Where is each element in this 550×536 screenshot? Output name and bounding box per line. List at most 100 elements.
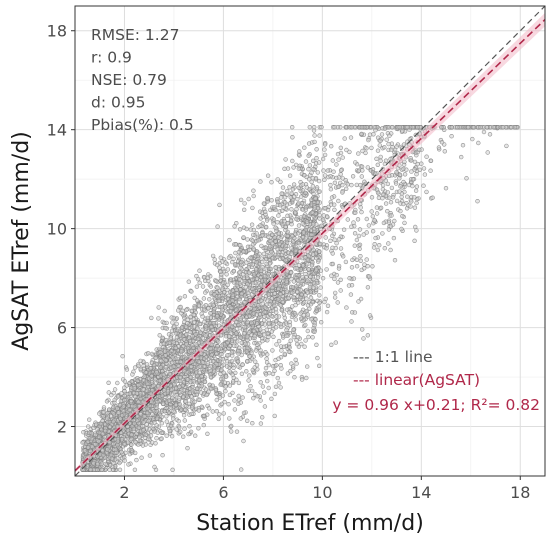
scatter-point: [353, 210, 358, 215]
scatter-point: [404, 167, 409, 172]
scatter-point: [328, 187, 334, 192]
scatter-point: [196, 359, 202, 364]
scatter-point: [133, 440, 138, 445]
scatter-point: [385, 209, 390, 214]
scatter-point: [298, 287, 303, 293]
scatter-point: [317, 249, 322, 254]
scatter-point: [298, 215, 304, 220]
scatter-point: [142, 374, 147, 379]
scatter-point: [275, 177, 280, 182]
scatter-point: [178, 375, 183, 380]
scatter-point: [324, 267, 329, 272]
scatter-point: [365, 333, 370, 338]
scatter-point: [296, 166, 302, 171]
scatter-point: [97, 411, 102, 416]
scatter-point: [170, 355, 175, 360]
scatter-point: [177, 396, 182, 401]
scatter-point: [312, 226, 317, 232]
scatter-point: [232, 407, 238, 412]
scatter-point: [289, 207, 294, 212]
scatter-point: [115, 442, 120, 448]
scatter-point: [289, 251, 294, 256]
scatter-point: [140, 443, 146, 448]
scatter-point: [101, 405, 107, 410]
scatter-point: [336, 263, 342, 269]
scatter-point: [314, 147, 319, 152]
scatter-point: [107, 467, 112, 472]
scatter-point: [257, 331, 262, 336]
scatter-point: [279, 307, 284, 313]
scatter-point: [273, 239, 278, 244]
scatter-point: [487, 132, 493, 137]
scatter-point: [408, 156, 413, 161]
scatter-point: [325, 168, 331, 173]
scatter-point: [312, 320, 317, 326]
scatter-point: [367, 274, 372, 279]
scatter-point: [345, 182, 350, 187]
scatter-point: [183, 399, 189, 404]
scatter-point: [305, 364, 310, 369]
scatter-point: [329, 144, 334, 149]
scatter-point: [220, 259, 225, 264]
scatter-point: [258, 398, 263, 403]
scatter-point: [164, 419, 170, 424]
scatter-point: [362, 266, 367, 271]
scatter-point: [442, 149, 447, 154]
scatter-point: [374, 156, 379, 162]
scatter-point: [170, 320, 175, 325]
scatter-point: [378, 154, 383, 160]
scatter-point: [296, 300, 301, 305]
scatter-point: [485, 150, 490, 155]
scatter-point: [291, 334, 297, 340]
scatter-point: [377, 243, 382, 248]
scatter-point: [269, 180, 274, 185]
scatter-point: [288, 338, 293, 343]
scatter-point: [311, 285, 317, 291]
scatter-point: [310, 300, 315, 305]
scatter-point: [419, 161, 424, 166]
scatter-point: [90, 444, 95, 449]
scatter-point: [265, 195, 270, 201]
scatter-point: [266, 334, 271, 339]
scatter-point: [267, 312, 273, 317]
scatter-point: [188, 386, 193, 391]
scatter-point: [234, 287, 239, 292]
scatter-point: [272, 391, 278, 397]
scatter-point: [263, 365, 269, 371]
scatter-point: [251, 272, 257, 277]
scatter-point: [172, 324, 177, 329]
scatter-point: [160, 335, 165, 340]
scatter-point: [476, 140, 481, 146]
scatter-point: [299, 292, 304, 297]
scatter-point: [164, 433, 169, 438]
scatter-point: [108, 414, 114, 419]
scatter-point: [335, 184, 341, 190]
scatter-point: [248, 384, 253, 389]
scatter-point: [313, 196, 318, 201]
scatter-point: [99, 461, 105, 466]
scatter-point: [276, 213, 281, 218]
scatter-point: [290, 233, 295, 239]
scatter-point: [375, 247, 381, 253]
scatter-point: [314, 342, 319, 347]
scatter-point: [289, 270, 294, 275]
scatter-point: [271, 334, 276, 339]
scatter-point: [332, 202, 337, 207]
scatter-point: [226, 402, 231, 407]
scatter-point: [306, 334, 311, 340]
scatter-point: [322, 177, 327, 183]
scatter-point: [390, 124, 395, 130]
scatter-point: [250, 262, 256, 267]
scatter-point: [261, 318, 267, 323]
scatter-point: [210, 253, 216, 259]
scatter-point: [256, 238, 261, 243]
scatter-point: [154, 409, 160, 414]
scatter-point: [200, 360, 206, 365]
scatter-point: [232, 398, 237, 403]
scatter-point: [338, 246, 344, 251]
scatter-point: [126, 447, 132, 453]
scatter-point: [378, 205, 384, 211]
scatter-point: [129, 436, 134, 442]
scatter-point: [264, 218, 270, 223]
scatter-point: [115, 410, 121, 415]
